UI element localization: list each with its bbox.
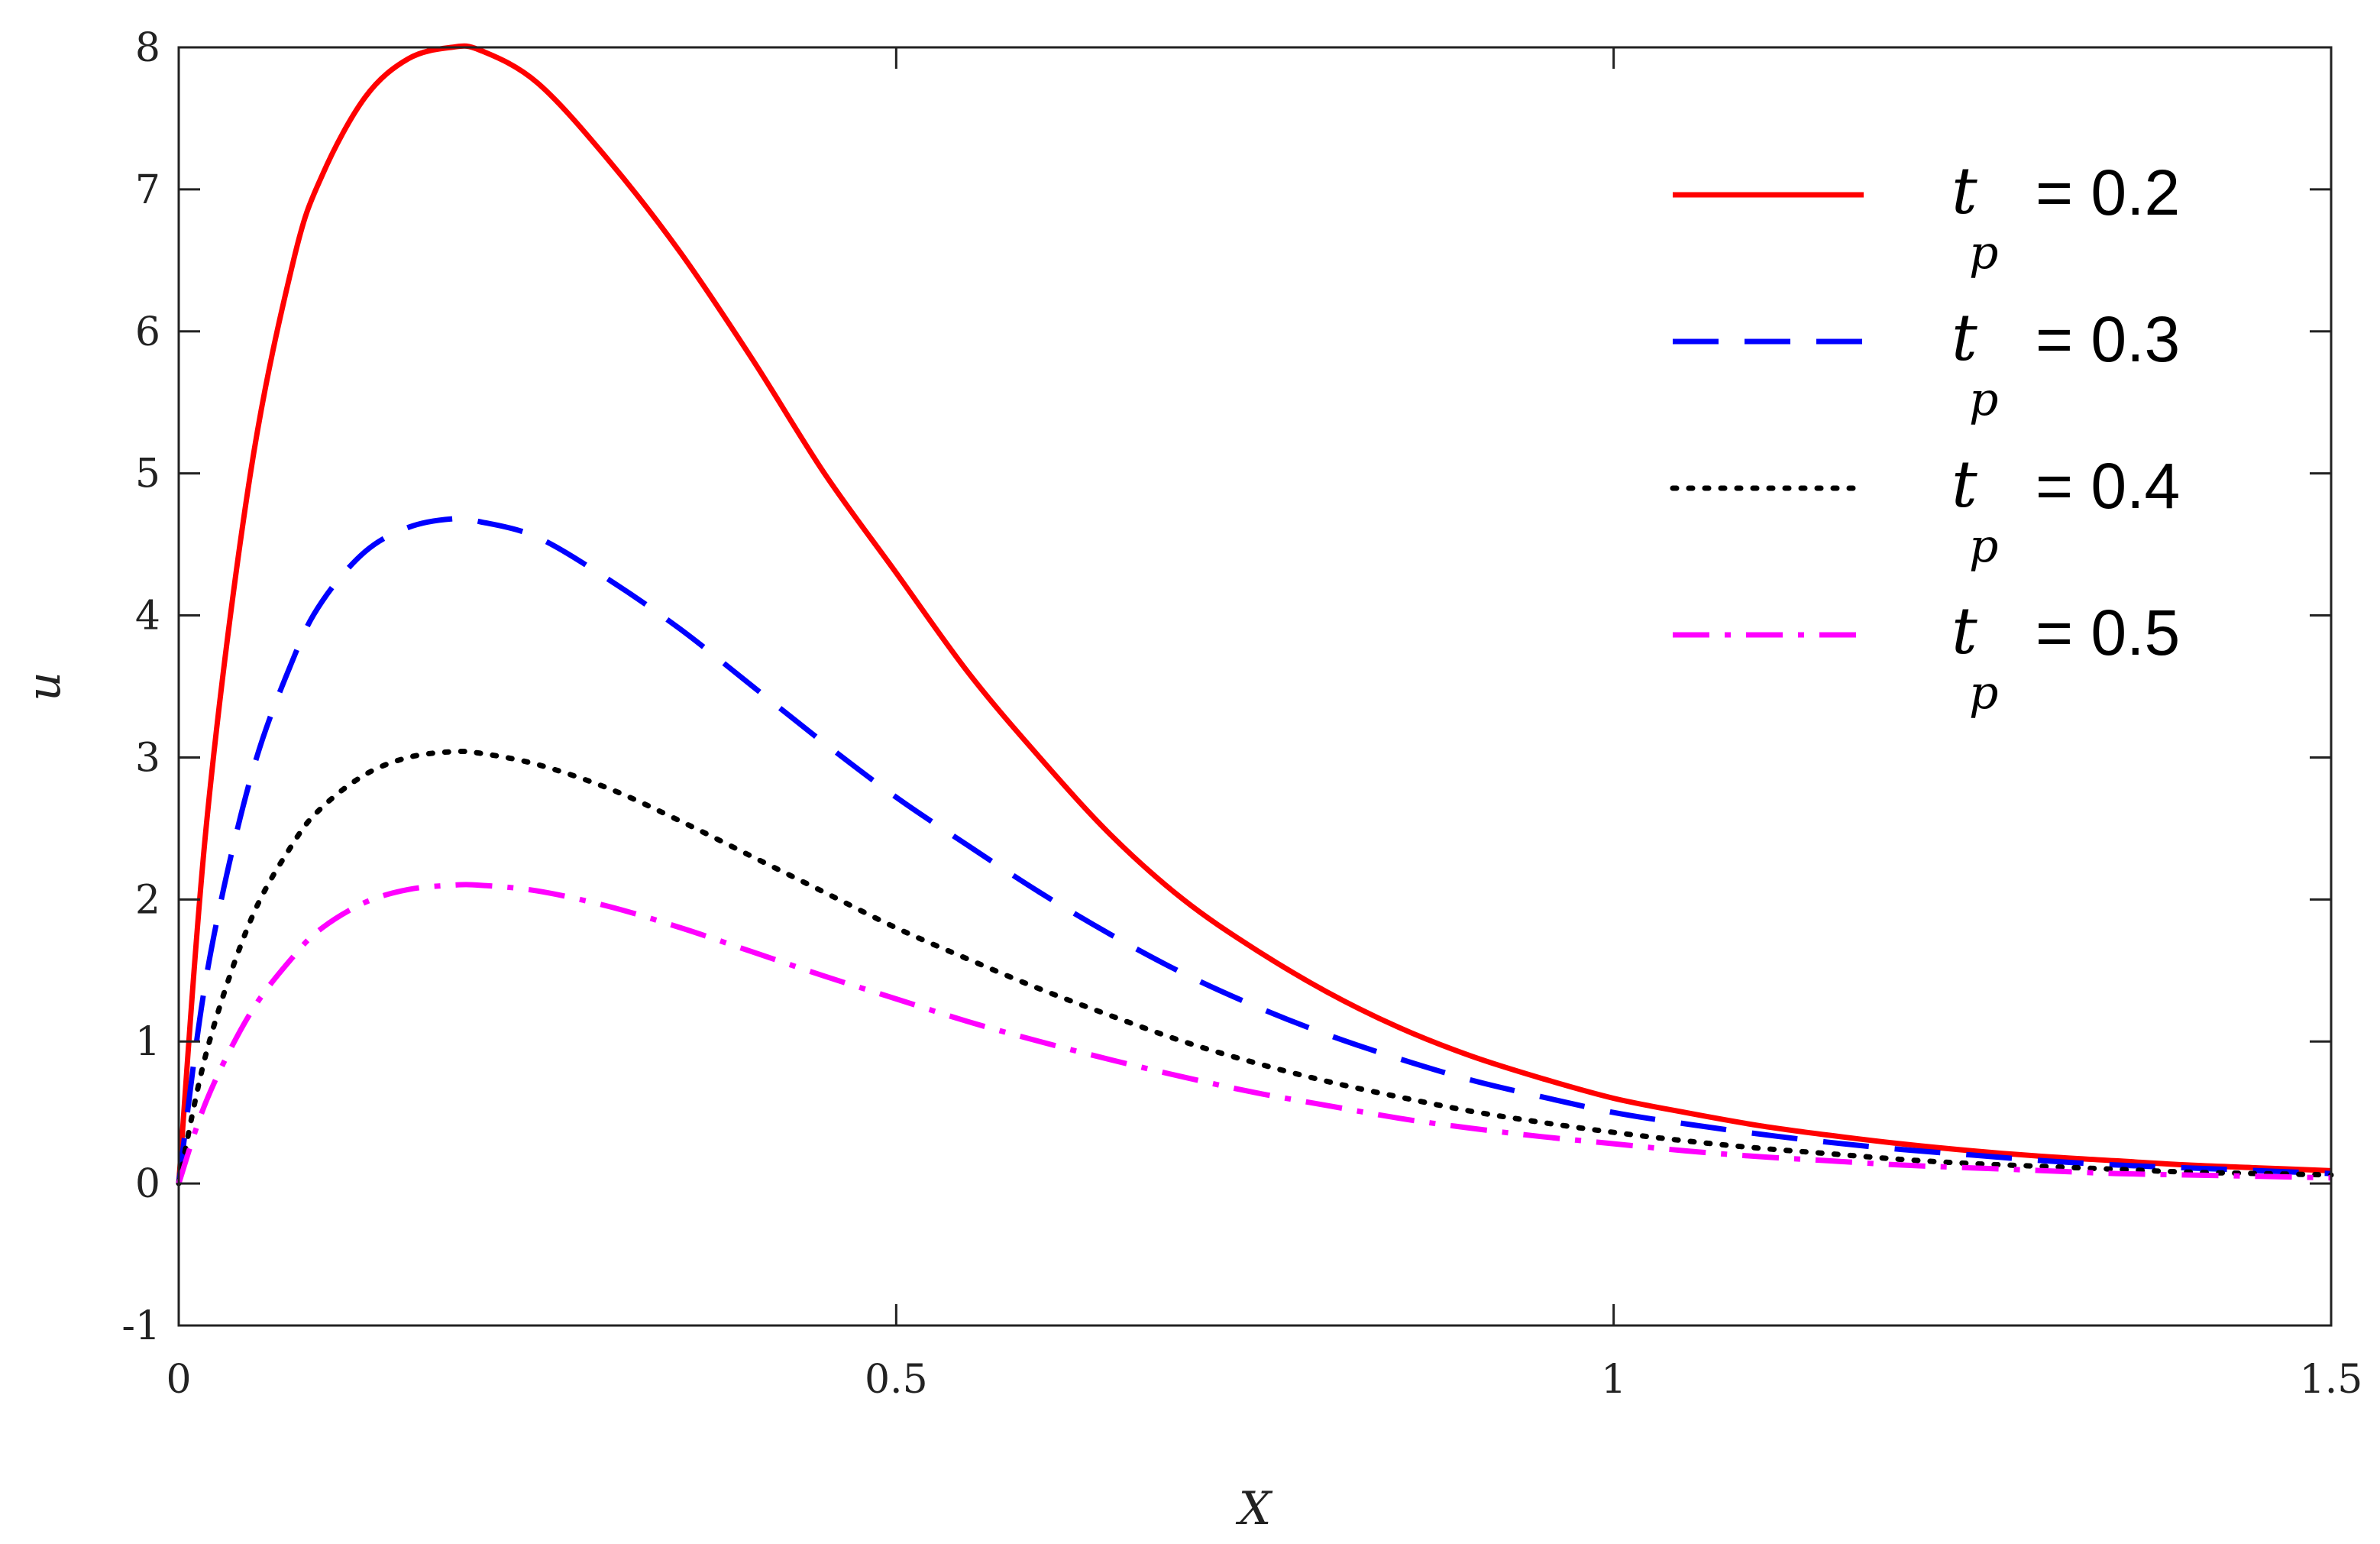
legend-subscript: p — [1969, 373, 1998, 426]
x-tick-label: 0.5 — [865, 1357, 928, 1403]
legend-item-2: tp = 0.3 — [1673, 300, 2180, 426]
legend-item-4: tp = 0.5 — [1673, 594, 2180, 720]
y-tick-label: 4 — [135, 594, 160, 639]
y-tick-label: 1 — [135, 1019, 160, 1065]
legend-symbol: t — [1952, 154, 1977, 228]
series-line-4 — [176, 882, 2332, 1185]
series-lines — [176, 43, 2334, 1186]
legend-symbol: t — [1952, 300, 1977, 375]
legend: tp= 0.2tp= 0.3tp= 0.4tp= 0.5 — [1670, 154, 2180, 720]
x-tick-label: 1 — [1601, 1357, 1626, 1403]
y-tick-label: 0 — [135, 1161, 160, 1207]
legend-item-1: tp = 0.2 — [1673, 154, 2180, 280]
legend-value: = 0.5 — [2036, 597, 2180, 668]
y-tick-label: 7 — [135, 167, 160, 213]
y-tick-label: 2 — [135, 877, 160, 923]
legend-value: = 0.3 — [2036, 303, 2180, 375]
legend-subscript: p — [1969, 666, 1998, 720]
plot-area-frame — [177, 46, 2333, 1327]
series-line-3 — [176, 748, 2334, 1186]
series-line-2 — [176, 516, 2332, 1184]
x-tick-label: 0 — [166, 1357, 191, 1403]
y-tick-label: 6 — [135, 309, 160, 355]
legend-symbol: t — [1952, 447, 1977, 522]
legend-item-3: tp = 0.4 — [1670, 447, 2180, 573]
legend-symbol: t — [1952, 594, 1977, 668]
y-tick-label: 8 — [135, 25, 160, 71]
legend-value: = 0.2 — [2036, 157, 2180, 228]
series-line-1 — [176, 43, 2332, 1184]
y-tick-label: -1 — [121, 1303, 160, 1349]
legend-subscript: p — [1969, 520, 1998, 573]
y-axis-title: u — [18, 672, 71, 701]
axis-ticks — [177, 46, 2333, 1327]
legend-subscript: p — [1969, 226, 1998, 280]
x-axis-title: X — [1236, 1482, 1273, 1536]
y-tick-label: 3 — [135, 735, 160, 781]
x-tick-label: 1.5 — [2300, 1357, 2363, 1403]
legend-value: = 0.4 — [2036, 450, 2180, 522]
y-tick-label: 5 — [135, 452, 160, 497]
